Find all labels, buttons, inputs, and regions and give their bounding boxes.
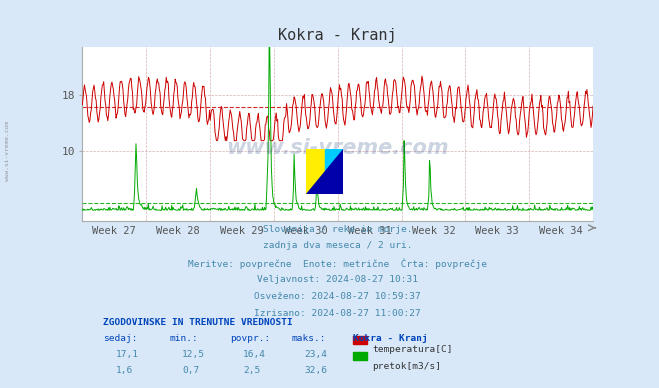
Text: 2,5: 2,5 — [243, 367, 260, 376]
Text: 12,5: 12,5 — [182, 350, 205, 359]
Text: Izrisano: 2024-08-27 11:00:27: Izrisano: 2024-08-27 11:00:27 — [254, 308, 421, 318]
Text: 16,4: 16,4 — [243, 350, 266, 359]
Text: zadnja dva meseca / 2 uri.: zadnja dva meseca / 2 uri. — [263, 241, 413, 250]
FancyBboxPatch shape — [353, 352, 367, 360]
Text: www.si-vreme.com: www.si-vreme.com — [227, 138, 449, 158]
Text: min.:: min.: — [169, 334, 198, 343]
Text: Veljavnost: 2024-08-27 10:31: Veljavnost: 2024-08-27 10:31 — [257, 275, 418, 284]
Text: pretok[m3/s]: pretok[m3/s] — [372, 362, 442, 371]
Text: sedaj:: sedaj: — [103, 334, 137, 343]
Text: Kokra - Kranj: Kokra - Kranj — [353, 334, 428, 343]
Text: maks.:: maks.: — [292, 334, 326, 343]
Text: ZGODOVINSKE IN TRENUTNE VREDNOSTI: ZGODOVINSKE IN TRENUTNE VREDNOSTI — [103, 318, 293, 327]
Text: 23,4: 23,4 — [304, 350, 328, 359]
Text: Meritve: povprečne  Enote: metrične  Črta: povprečje: Meritve: povprečne Enote: metrične Črta:… — [188, 258, 487, 268]
Bar — [306, 149, 325, 194]
Text: 32,6: 32,6 — [304, 367, 328, 376]
Text: 17,1: 17,1 — [115, 350, 138, 359]
Text: www.si-vreme.com: www.si-vreme.com — [5, 121, 11, 181]
Text: 1,6: 1,6 — [115, 367, 133, 376]
Polygon shape — [306, 149, 343, 194]
Title: Kokra - Kranj: Kokra - Kranj — [278, 28, 397, 43]
Text: Slovenija / reke in morje.: Slovenija / reke in morje. — [263, 225, 413, 234]
FancyBboxPatch shape — [353, 336, 367, 344]
Text: Osveženo: 2024-08-27 10:59:37: Osveženo: 2024-08-27 10:59:37 — [254, 292, 421, 301]
Text: temperatura[C]: temperatura[C] — [372, 345, 453, 354]
Bar — [325, 149, 343, 194]
Text: 0,7: 0,7 — [182, 367, 199, 376]
Text: povpr.:: povpr.: — [231, 334, 271, 343]
